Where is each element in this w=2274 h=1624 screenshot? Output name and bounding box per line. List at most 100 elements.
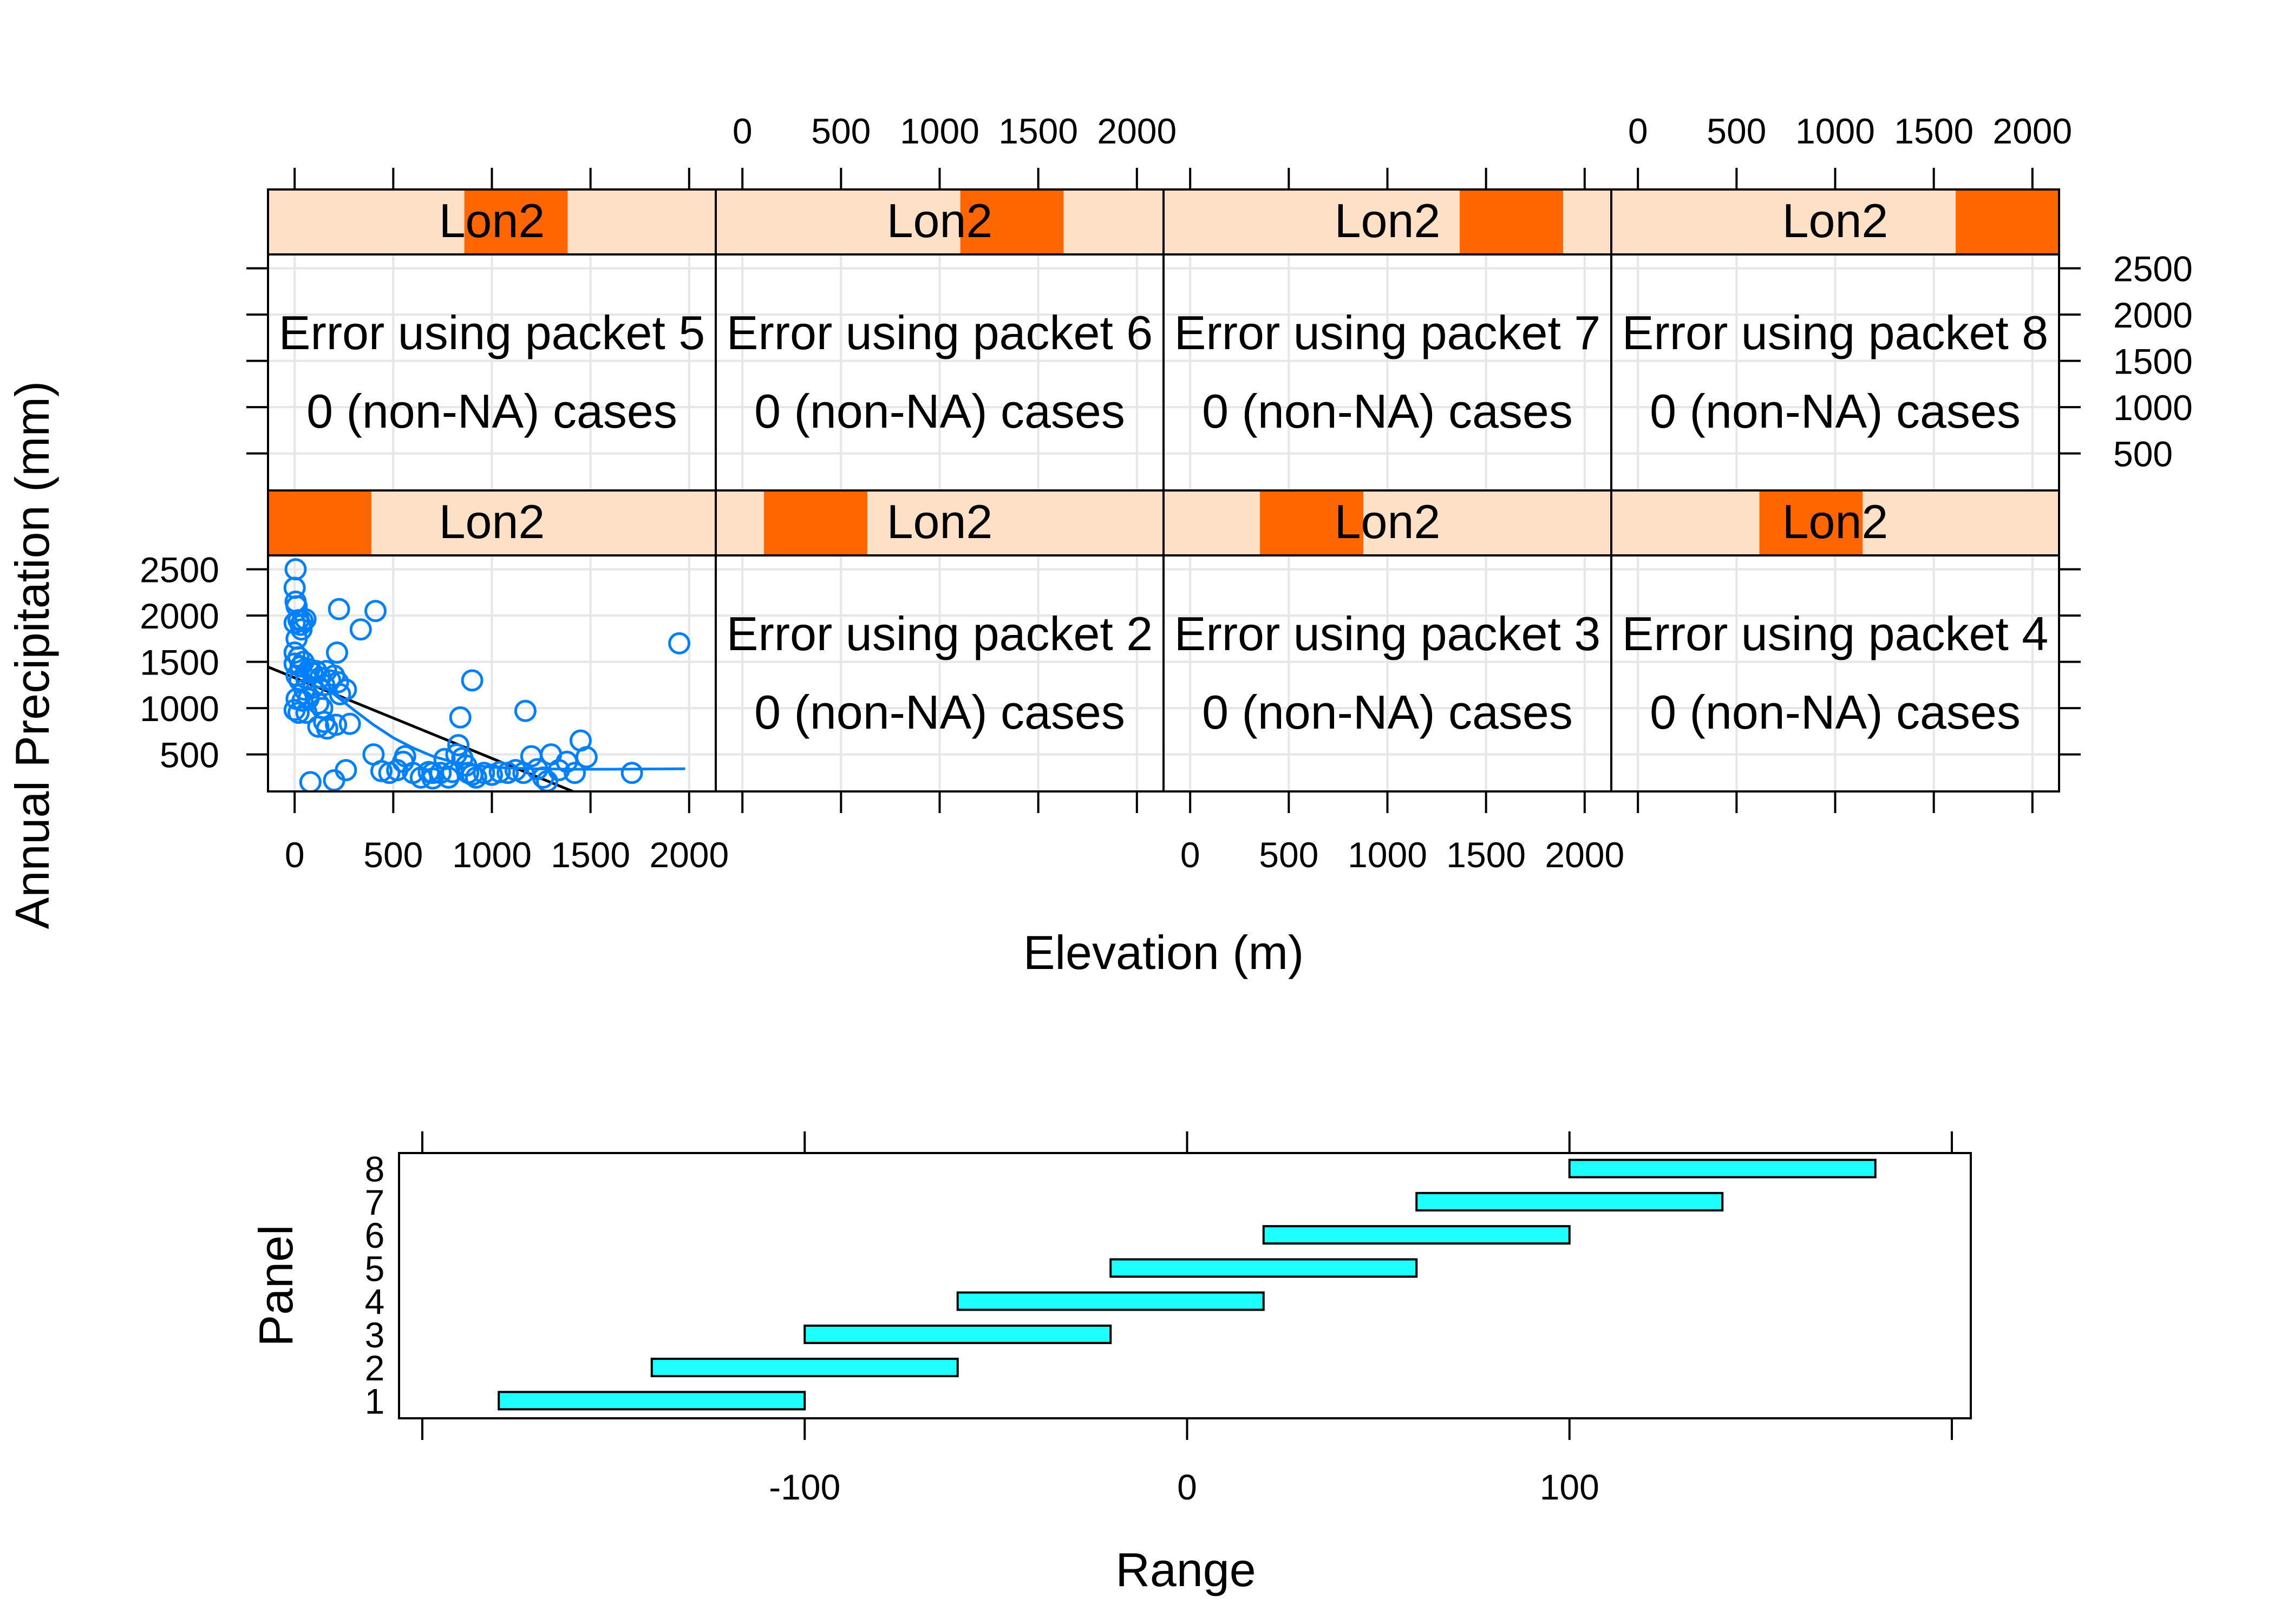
range-bar — [650, 1358, 959, 1378]
data-point — [620, 762, 643, 784]
strip-range-indicator — [960, 189, 1064, 254]
data-point — [461, 669, 483, 692]
y-tick-label-left: 1500 — [140, 643, 219, 683]
strip-background — [716, 189, 1164, 254]
error-cases-message: 0 (non-NA) cases — [754, 384, 1125, 438]
error-message: Error using packet 7 — [1174, 306, 1601, 359]
x-tick-label-bottom: 1000 — [1348, 835, 1427, 875]
strip-range-indicator — [764, 490, 867, 555]
x-tick-label-bottom: 1000 — [452, 835, 532, 875]
panel-grid — [268, 254, 716, 490]
range-x-tick-label: 100 — [1540, 1467, 1599, 1507]
data-point — [307, 715, 330, 738]
y-tick-label-right: 500 — [2113, 434, 2173, 474]
x-tick-label-top: 2000 — [1097, 111, 1177, 151]
x-tick-label-bottom: 0 — [1180, 835, 1200, 875]
panel-3: Lon2 Error using packet 3 0 (non-NA) cases — [1162, 489, 1612, 793]
strip-label: Lon2 — [1335, 194, 1441, 247]
data-point — [299, 771, 322, 791]
range-panel-frame — [398, 1152, 1972, 1419]
range-x-axis-title: Range — [1115, 1543, 1256, 1596]
data-point — [290, 618, 313, 641]
y-tick-label-right: 2000 — [2113, 295, 2193, 335]
panel-grid — [1164, 254, 1611, 490]
error-message: Error using packet 6 — [727, 306, 1153, 359]
strip-range-indicator — [1260, 490, 1364, 555]
error-message: Error using packet 3 — [1174, 607, 1601, 660]
strip-label: Lon2 — [439, 194, 545, 247]
panel-grid — [716, 555, 1164, 791]
strip-label: Lon2 — [439, 495, 545, 548]
panel-8: Lon2 Error using packet 8 0 (non-NA) cases — [1610, 188, 2060, 492]
panel-4: Lon2 Error using packet 4 0 (non-NA) cases — [1610, 489, 2060, 793]
strip-range-indicator — [1460, 189, 1563, 254]
strip-label: Lon2 — [1335, 495, 1441, 548]
x-tick-label-bottom: 500 — [363, 835, 423, 875]
panel-grid — [1164, 555, 1611, 791]
y-tick-label-left: 500 — [160, 735, 219, 775]
data-point — [575, 746, 598, 769]
x-tick-label-top: 500 — [811, 111, 871, 151]
x-tick-label-top: 1500 — [998, 111, 1078, 151]
panel-7: Lon2 Error using packet 7 0 (non-NA) cases — [1162, 188, 1612, 492]
x-tick-label-top: 1000 — [1795, 111, 1875, 151]
smooth-curve — [293, 665, 685, 771]
range-x-tick-label: -100 — [769, 1467, 840, 1507]
panel-2: Lon2 Error using packet 2 0 (non-NA) cases — [715, 489, 1165, 793]
data-point — [287, 702, 310, 724]
panel-category-label: 5 — [365, 1248, 385, 1288]
error-message: Error using packet 4 — [1622, 607, 2049, 660]
data-point — [364, 600, 387, 623]
data-point — [335, 759, 357, 782]
panel-category-label: 2 — [365, 1348, 385, 1388]
panel-grid — [1611, 555, 2059, 791]
data-point — [668, 632, 691, 654]
x-axis-title: Elevation (m) — [1023, 926, 1304, 979]
y-tick-label-left: 1000 — [140, 689, 219, 729]
x-tick-label-bottom: 2000 — [1545, 835, 1624, 875]
data-point — [514, 699, 537, 722]
data-point — [349, 618, 372, 641]
data-point — [433, 748, 456, 770]
panel-grid — [716, 254, 1164, 490]
range-bar — [803, 1324, 1112, 1344]
strip-range-indicator — [268, 490, 371, 555]
range-y-axis-title: Panel — [249, 1224, 303, 1346]
x-tick-label-bottom: 1500 — [1446, 835, 1526, 875]
range-bar — [1568, 1158, 1877, 1178]
panel-category-label: 3 — [365, 1315, 385, 1355]
error-cases-message: 0 (non-NA) cases — [754, 685, 1125, 739]
y-tick-label-right: 1000 — [2113, 388, 2193, 428]
range-bar — [498, 1391, 806, 1411]
x-tick-label-bottom: 1500 — [551, 835, 630, 875]
panel-data — [268, 558, 691, 791]
x-tick-label-bottom: 0 — [285, 835, 305, 875]
panel-5: Lon2 Error using packet 5 0 (non-NA) cases — [267, 188, 717, 492]
panel-category-label: 8 — [365, 1149, 385, 1189]
x-tick-label-top: 2000 — [1992, 111, 2072, 151]
data-point — [421, 762, 444, 784]
error-cases-message: 0 (non-NA) cases — [1650, 384, 2021, 438]
y-tick-label-left: 2000 — [140, 596, 219, 636]
data-point — [329, 683, 351, 705]
data-point — [326, 641, 349, 664]
data-point — [295, 702, 318, 724]
data-point — [302, 677, 325, 699]
panel-grid — [1611, 254, 2059, 490]
data-point — [325, 713, 348, 736]
strip-label: Lon2 — [887, 194, 993, 247]
x-tick-label-top: 1500 — [1894, 111, 1974, 151]
data-point — [283, 699, 306, 722]
y-tick-label-left: 2500 — [140, 550, 219, 590]
strip-range-indicator — [1956, 189, 2059, 254]
data-point — [323, 769, 345, 791]
range-bar — [1262, 1225, 1571, 1245]
data-point — [326, 671, 349, 693]
x-tick-label-bottom: 500 — [1259, 835, 1318, 875]
error-cases-message: 0 (non-NA) cases — [1202, 685, 1573, 739]
error-message: Error using packet 5 — [279, 306, 705, 359]
strip-background — [1164, 490, 1611, 555]
data-point — [283, 612, 306, 634]
data-point — [370, 759, 393, 782]
